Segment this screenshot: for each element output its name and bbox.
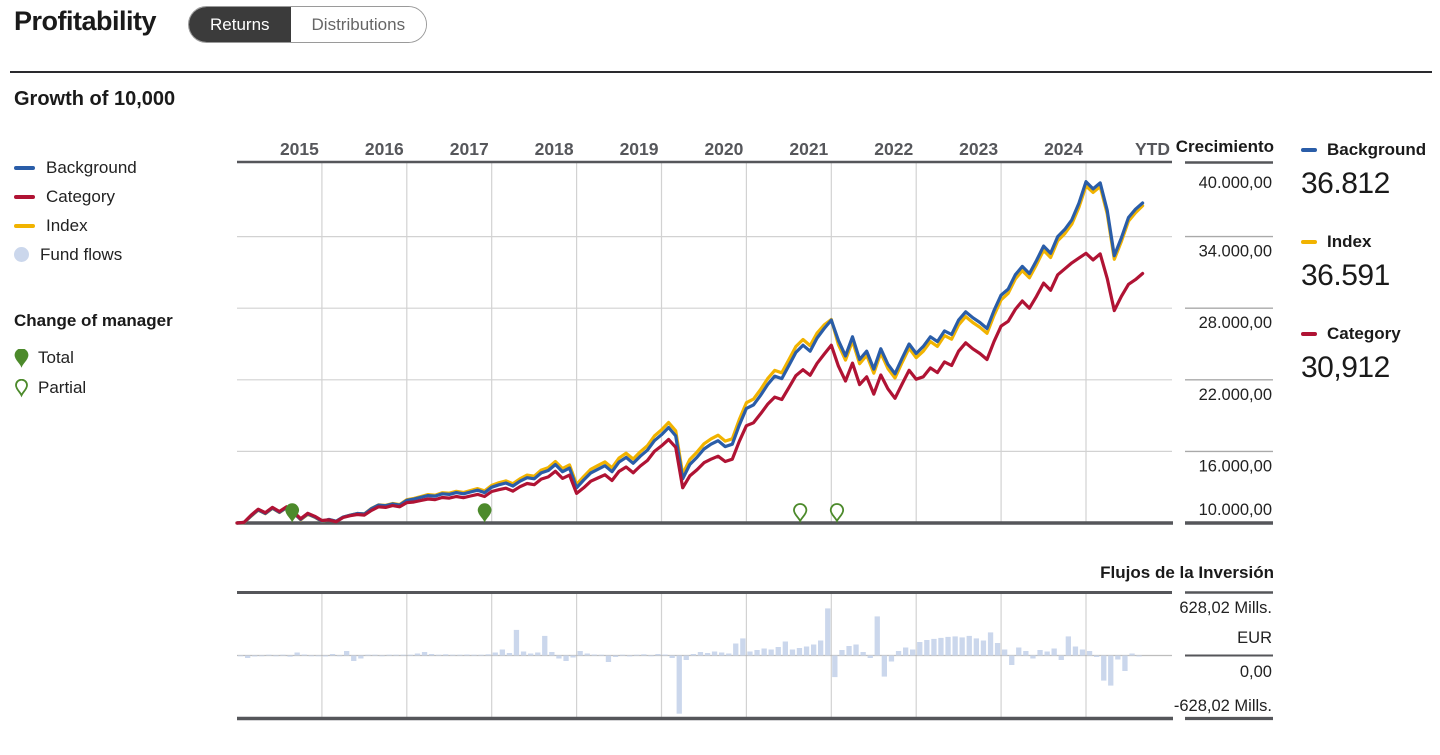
growth-y-tick: 10.000,00: [1199, 501, 1272, 519]
manager-legend-partial: Partial: [14, 373, 173, 403]
fund-flow-bars: [237, 608, 1142, 714]
flows-y-tick: 0,00: [1240, 663, 1272, 681]
x-axis-label: 2019: [620, 139, 659, 159]
summary-category: Category 30,912: [1301, 324, 1440, 385]
manager-legend-label: Partial: [38, 378, 87, 397]
growth-grid: [237, 160, 1173, 525]
background-line-swatch: [14, 165, 35, 170]
chart-section-title: Growth of 10,000: [14, 88, 176, 110]
tab-distributions[interactable]: Distributions: [290, 7, 427, 42]
page-title: Profitability: [14, 6, 157, 36]
summary-label: Index: [1327, 232, 1372, 251]
summary-value-index: 36.591: [1301, 259, 1390, 292]
flows-y-tick: 628,02 Mills.: [1179, 599, 1272, 617]
x-axis-label: 2023: [959, 139, 998, 159]
summary-label: Category: [1327, 324, 1401, 343]
returns-distributions-toggle[interactable]: Returns Distributions: [188, 6, 428, 43]
fund-flows-swatch: [14, 247, 29, 262]
summary-value-background: 36.812: [1301, 167, 1390, 200]
series-line-background: [235, 180, 1145, 525]
growth-right-axis: 40.000,00 34.000,00 28.000,00 22.000,00 16.0…: [1185, 161, 1273, 525]
category-dash-icon: [1301, 332, 1317, 336]
growth-y-tick: 16.000,00: [1199, 457, 1272, 475]
manager-change-markers: [285, 503, 845, 524]
summary-index: Index 36.591: [1301, 232, 1440, 293]
total-change-pin: [285, 503, 300, 523]
chart-legend: Background Category Index Fund flows: [14, 153, 137, 269]
x-axis-labels: 2015 2016 2017 2018 2019 2020 2021 2022 2023 2024…: [280, 139, 1170, 159]
x-axis-label: 2024: [1044, 139, 1083, 159]
growth-y-tick: 28.000,00: [1199, 314, 1272, 332]
x-axis-label: YTD: [1135, 139, 1170, 159]
legend-item-fund-flows[interactable]: Fund flows: [14, 240, 137, 269]
legend-label: Fund flows: [40, 244, 123, 264]
manager-legend-total: Total: [14, 343, 173, 373]
partial-change-pin: [793, 503, 808, 524]
x-axis-label: 2020: [704, 139, 743, 159]
series-line-category: [235, 251, 1145, 525]
total-change-pin: [477, 503, 492, 523]
x-axis-label: 2015: [280, 139, 319, 159]
fund-flows-chart[interactable]: [237, 591, 1173, 721]
header-divider: [10, 71, 1432, 73]
x-axis-label: 2021: [789, 139, 828, 159]
growth-axis-title: Crecimiento: [1175, 137, 1274, 156]
x-axis-label: 2016: [365, 139, 404, 159]
manager-legend-label: Total: [38, 348, 74, 367]
legend-label: Category: [46, 186, 115, 206]
flows-y-tick: EUR: [1237, 629, 1272, 647]
legend-item-index[interactable]: Index: [14, 211, 137, 240]
legend-item-background[interactable]: Background: [14, 153, 137, 182]
partial-change-pin: [829, 503, 845, 524]
x-axis-label: 2017: [450, 139, 489, 159]
growth-y-tick: 34.000,00: [1199, 243, 1272, 261]
flows-y-tick: -628,02 Mills.: [1174, 697, 1272, 715]
x-axis-label: 2022: [874, 139, 913, 159]
index-line-swatch: [14, 223, 35, 228]
summary-label: Background: [1327, 140, 1427, 159]
growth-y-tick: 40.000,00: [1199, 174, 1272, 192]
flows-axis-title: Flujos de la Inversión: [1100, 563, 1274, 582]
manager-legend-title: Change of manager: [14, 311, 173, 330]
category-line-swatch: [14, 194, 35, 199]
growth-y-tick: 22.000,00: [1199, 386, 1272, 404]
total-pin-icon: [14, 348, 29, 368]
manager-change-legend: Change of manager Total Partial: [14, 311, 173, 403]
partial-pin-icon: [15, 378, 28, 397]
summary-value-category: 30,912: [1301, 351, 1390, 384]
x-axis-label: 2018: [535, 139, 574, 159]
flows-right-axis: 628,02 Mills. EUR 0,00 -628,02 Mills.: [1174, 591, 1273, 721]
index-dash-icon: [1301, 240, 1317, 244]
legend-item-category[interactable]: Category: [14, 182, 137, 211]
background-dash-icon: [1301, 148, 1317, 152]
tab-returns[interactable]: Returns: [189, 7, 291, 42]
legend-label: Index: [46, 215, 88, 235]
summary-background: Background 36.812: [1301, 140, 1440, 201]
legend-label: Background: [46, 157, 137, 177]
